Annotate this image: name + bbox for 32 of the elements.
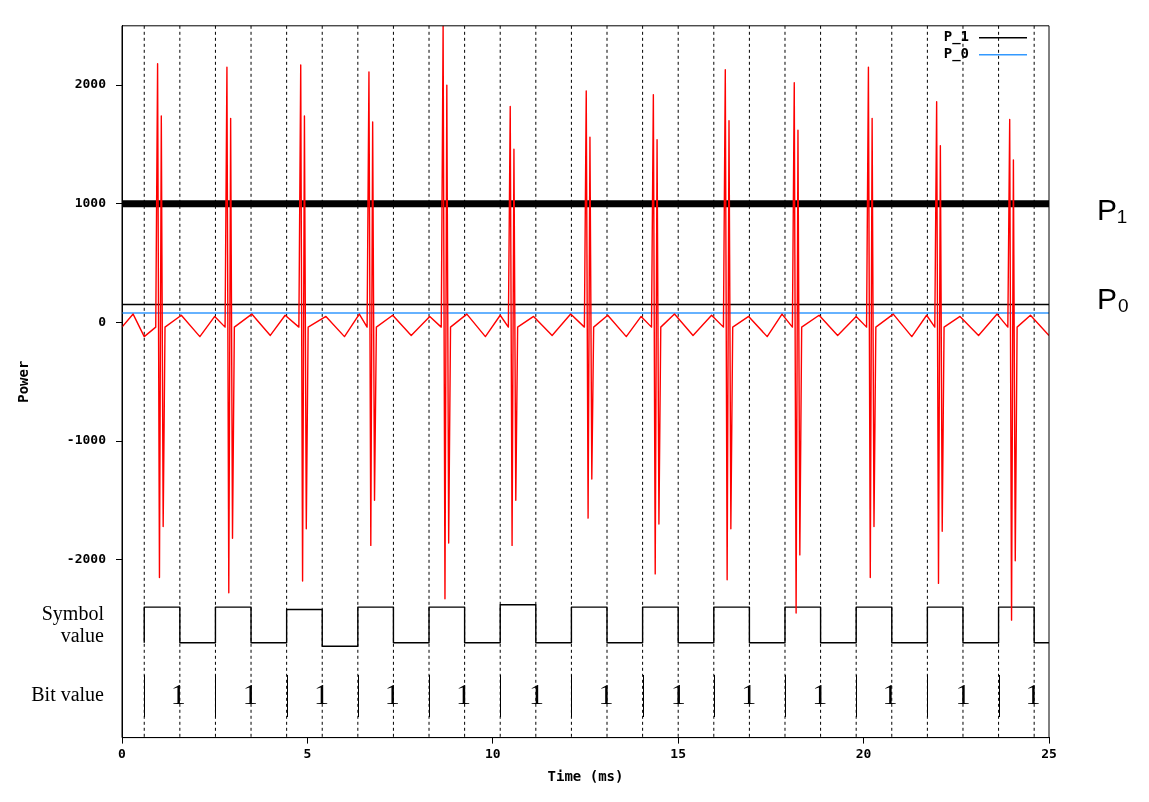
legend-label: P_1 [943,28,969,46]
x-tick-label: 10 [484,745,501,761]
annotation: 1 [242,676,258,710]
text: Symbol value [41,601,105,646]
annotation: 1 [313,676,329,710]
annotation: 1 [529,676,545,710]
y-axis-title: Power [15,360,32,403]
annotation: 1 [741,676,757,710]
x-tick-label: 20 [855,745,872,761]
text: Bit value [31,683,105,706]
y-tick-label: 2000 [74,76,107,92]
legend-label: P_0 [943,45,969,63]
x-tick-label: 25 [1041,745,1057,761]
y-tick-label: -2000 [66,551,107,567]
x-tick-label: 0 [118,745,127,761]
annotation: 1 [882,676,898,710]
annotation: 1 [456,676,472,710]
annotation: 1 [955,676,971,710]
ref-line-label: P₁ [1097,193,1128,227]
y-tick-label: 1000 [74,195,107,211]
annotation: 1 [384,676,400,710]
x-axis-title: Time (ms) [547,768,624,785]
x-tick-label: 5 [303,745,312,761]
y-tick-label: -1000 [66,432,107,448]
annotation: 1 [670,676,686,710]
annotation: 1 [1025,676,1041,710]
annotation: 1 [598,676,614,710]
annotation: 1 [170,676,186,710]
y-tick-label: 0 [98,313,107,329]
x-tick-label: 15 [670,745,687,761]
annotation: P₀ [1097,282,1130,316]
annotation: 1 [812,676,828,710]
